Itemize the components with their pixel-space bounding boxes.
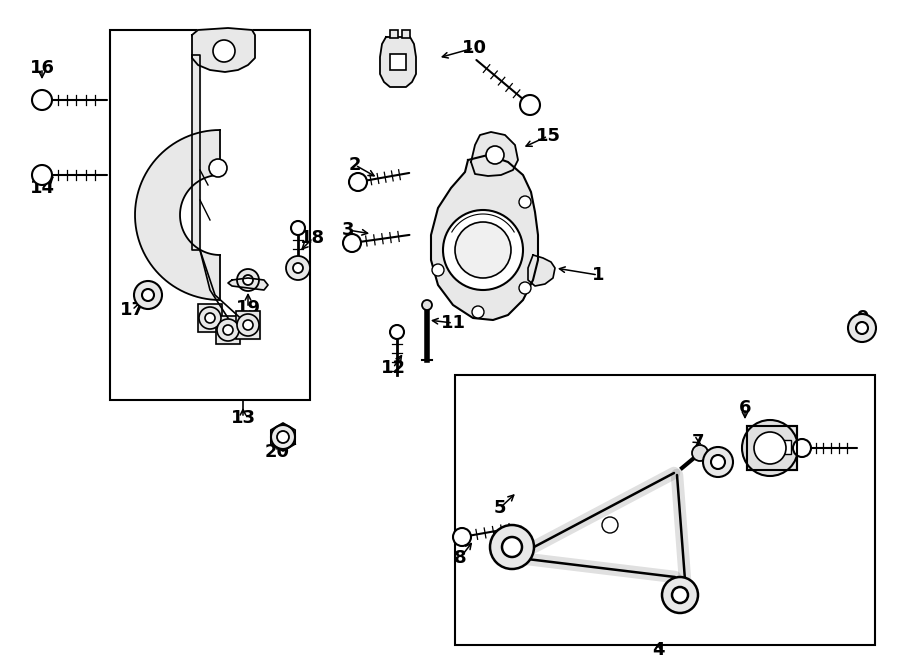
Polygon shape xyxy=(192,28,255,72)
Circle shape xyxy=(343,234,361,252)
Bar xyxy=(198,304,222,332)
Circle shape xyxy=(217,319,239,341)
Circle shape xyxy=(237,314,259,336)
Bar xyxy=(747,426,797,470)
Bar xyxy=(236,311,260,339)
Bar xyxy=(747,426,797,470)
Bar xyxy=(779,440,791,454)
Text: 2: 2 xyxy=(349,156,361,174)
Circle shape xyxy=(703,447,733,477)
Bar xyxy=(402,30,410,38)
Circle shape xyxy=(692,445,708,461)
Bar xyxy=(216,316,240,344)
Polygon shape xyxy=(228,278,268,290)
Circle shape xyxy=(199,307,221,329)
Text: 15: 15 xyxy=(536,127,561,145)
Circle shape xyxy=(243,275,253,285)
Circle shape xyxy=(205,313,215,323)
Text: 14: 14 xyxy=(30,179,55,197)
Circle shape xyxy=(209,159,227,177)
Circle shape xyxy=(848,314,876,342)
Polygon shape xyxy=(216,316,240,344)
Bar xyxy=(390,30,398,38)
Text: 11: 11 xyxy=(440,314,465,332)
Circle shape xyxy=(349,173,367,191)
Circle shape xyxy=(237,269,259,291)
Circle shape xyxy=(754,432,786,464)
Text: 18: 18 xyxy=(301,229,326,247)
Text: 9: 9 xyxy=(856,309,868,327)
Text: 7: 7 xyxy=(692,433,704,451)
Text: 16: 16 xyxy=(30,59,55,77)
Circle shape xyxy=(662,577,698,613)
Circle shape xyxy=(602,517,618,533)
Bar xyxy=(455,375,875,645)
Polygon shape xyxy=(135,130,220,300)
Text: 10: 10 xyxy=(462,39,487,57)
Circle shape xyxy=(134,281,162,309)
Text: 19: 19 xyxy=(236,299,260,317)
Circle shape xyxy=(142,289,154,301)
Polygon shape xyxy=(380,37,416,87)
Text: 13: 13 xyxy=(230,409,256,427)
Circle shape xyxy=(502,537,522,557)
Polygon shape xyxy=(236,311,260,339)
Circle shape xyxy=(422,300,432,310)
Circle shape xyxy=(486,146,504,164)
Circle shape xyxy=(243,320,253,330)
Polygon shape xyxy=(192,55,200,250)
Circle shape xyxy=(432,264,444,276)
Circle shape xyxy=(453,528,471,546)
Circle shape xyxy=(291,221,305,235)
Bar xyxy=(390,54,406,70)
Circle shape xyxy=(293,263,303,273)
Circle shape xyxy=(672,587,688,603)
Bar xyxy=(761,440,773,454)
Text: 12: 12 xyxy=(381,359,406,377)
Circle shape xyxy=(390,325,404,339)
Circle shape xyxy=(742,420,798,476)
Circle shape xyxy=(213,40,235,62)
Text: 1: 1 xyxy=(592,266,604,284)
Text: 20: 20 xyxy=(265,443,290,461)
Polygon shape xyxy=(528,255,555,286)
Text: 6: 6 xyxy=(739,399,752,417)
Circle shape xyxy=(519,282,531,294)
Circle shape xyxy=(520,95,540,115)
Circle shape xyxy=(223,325,233,335)
Text: 8: 8 xyxy=(454,549,466,567)
Polygon shape xyxy=(198,304,222,332)
Circle shape xyxy=(490,525,534,569)
Polygon shape xyxy=(431,155,538,320)
Circle shape xyxy=(856,322,868,334)
Circle shape xyxy=(455,222,511,278)
Circle shape xyxy=(32,90,52,110)
Circle shape xyxy=(286,256,310,280)
Circle shape xyxy=(472,306,484,318)
Text: 4: 4 xyxy=(652,641,664,659)
Circle shape xyxy=(519,196,531,208)
Circle shape xyxy=(271,425,295,449)
Bar xyxy=(110,30,310,400)
Text: 17: 17 xyxy=(120,301,145,319)
Circle shape xyxy=(711,455,725,469)
Text: 3: 3 xyxy=(342,221,355,239)
Circle shape xyxy=(443,210,523,290)
Circle shape xyxy=(793,439,811,457)
Text: 5: 5 xyxy=(494,499,506,517)
Polygon shape xyxy=(471,132,518,176)
Circle shape xyxy=(277,431,289,443)
Circle shape xyxy=(32,165,52,185)
